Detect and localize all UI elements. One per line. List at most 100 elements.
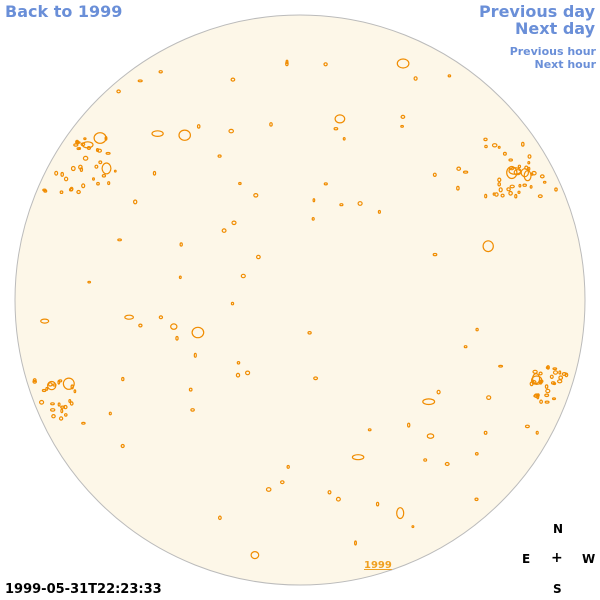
solar-feature <box>190 408 195 412</box>
solar-feature <box>484 144 488 149</box>
back-to-year-link[interactable]: Back to 1999 <box>5 2 123 21</box>
solar-feature <box>151 130 164 138</box>
solar-feature <box>334 114 346 124</box>
solar-feature <box>474 497 479 502</box>
solar-feature <box>63 404 68 410</box>
solar-feature <box>312 198 316 203</box>
solar-feature <box>400 124 405 128</box>
solar-feature <box>60 405 66 409</box>
solar-feature <box>196 124 201 129</box>
solar-feature <box>491 143 498 148</box>
year-link[interactable]: 1999 <box>364 560 392 571</box>
solar-feature <box>351 454 365 461</box>
solar-feature <box>152 170 157 176</box>
solar-feature <box>138 323 143 328</box>
solar-feature <box>333 126 339 131</box>
solar-feature <box>432 252 438 257</box>
solar-feature <box>42 188 47 192</box>
solar-feature <box>462 170 469 174</box>
solar-feature <box>513 169 522 176</box>
solar-feature <box>81 183 86 189</box>
solar-feature <box>63 176 69 182</box>
solar-feature <box>188 387 193 392</box>
solar-feature <box>178 129 191 141</box>
previous-hour-link[interactable]: Previous hour <box>509 45 596 58</box>
solar-feature <box>70 165 76 172</box>
solar-feature <box>436 389 441 395</box>
solar-disk <box>14 14 586 586</box>
next-day-link[interactable]: Next day <box>515 19 595 38</box>
solar-feature <box>47 380 57 391</box>
solar-feature <box>520 141 525 147</box>
solar-feature <box>544 393 550 398</box>
solar-feature <box>230 77 236 82</box>
solar-feature <box>96 181 100 186</box>
solar-feature <box>561 372 567 377</box>
solar-feature <box>342 137 346 141</box>
solar-feature <box>38 399 45 405</box>
solar-feature <box>323 182 328 186</box>
solar-feature <box>87 280 92 284</box>
solar-feature <box>518 183 522 188</box>
solar-feature <box>539 174 545 179</box>
solar-feature <box>105 151 111 155</box>
solar-feature <box>564 372 569 378</box>
solar-feature <box>108 411 112 416</box>
compass-north-label: N <box>553 522 564 536</box>
compass-east-label: E <box>522 552 531 566</box>
solar-feature <box>529 184 533 189</box>
solar-feature <box>68 399 72 404</box>
solar-feature <box>524 424 530 429</box>
solar-feature <box>413 76 418 81</box>
solar-feature <box>508 158 514 162</box>
solar-feature <box>170 323 178 330</box>
solar-feature <box>396 507 405 520</box>
solar-feature <box>107 181 111 186</box>
compass-center-icon: + <box>551 550 563 566</box>
solar-feature <box>179 242 183 247</box>
solar-feature <box>158 70 163 74</box>
solar-feature <box>265 487 272 492</box>
solar-feature <box>250 550 260 560</box>
solar-feature <box>339 203 344 207</box>
solar-feature <box>32 379 38 384</box>
solar-feature <box>500 193 505 198</box>
solar-feature <box>502 151 507 156</box>
solar-feature <box>557 379 563 384</box>
solar-feature <box>498 187 503 193</box>
solar-feature <box>506 166 518 180</box>
solar-feature <box>50 402 55 406</box>
solar-feature <box>407 422 411 428</box>
solar-feature <box>509 184 515 189</box>
solar-feature <box>549 374 554 379</box>
solar-feature <box>286 464 290 469</box>
solar-feature <box>82 155 89 161</box>
solar-feature <box>411 525 415 529</box>
solar-feature <box>357 201 363 206</box>
previous-day-link[interactable]: Previous day <box>478 2 595 21</box>
solar-feature <box>522 183 528 187</box>
solar-feature <box>104 135 108 141</box>
solar-feature <box>527 160 531 165</box>
solar-feature <box>554 187 558 192</box>
solar-feature <box>279 480 285 485</box>
solar-feature <box>228 128 235 134</box>
compass-west-label: W <box>582 552 596 566</box>
next-hour-link[interactable]: Next hour <box>534 58 597 71</box>
solar-feature <box>506 187 511 192</box>
solar-feature <box>475 327 479 332</box>
solar-feature <box>517 190 521 194</box>
solar-feature <box>552 370 559 375</box>
solar-feature <box>269 122 273 127</box>
solar-features <box>32 58 569 560</box>
solar-feature <box>93 132 107 144</box>
solar-feature <box>73 143 79 147</box>
solar-feature <box>307 330 312 335</box>
solar-feature <box>217 515 222 521</box>
solar-feature <box>81 421 86 425</box>
solar-feature <box>535 430 539 435</box>
solar-feature <box>57 379 61 385</box>
solar-feature <box>40 318 50 324</box>
solar-feature <box>113 169 117 173</box>
solar-feature <box>245 370 251 376</box>
